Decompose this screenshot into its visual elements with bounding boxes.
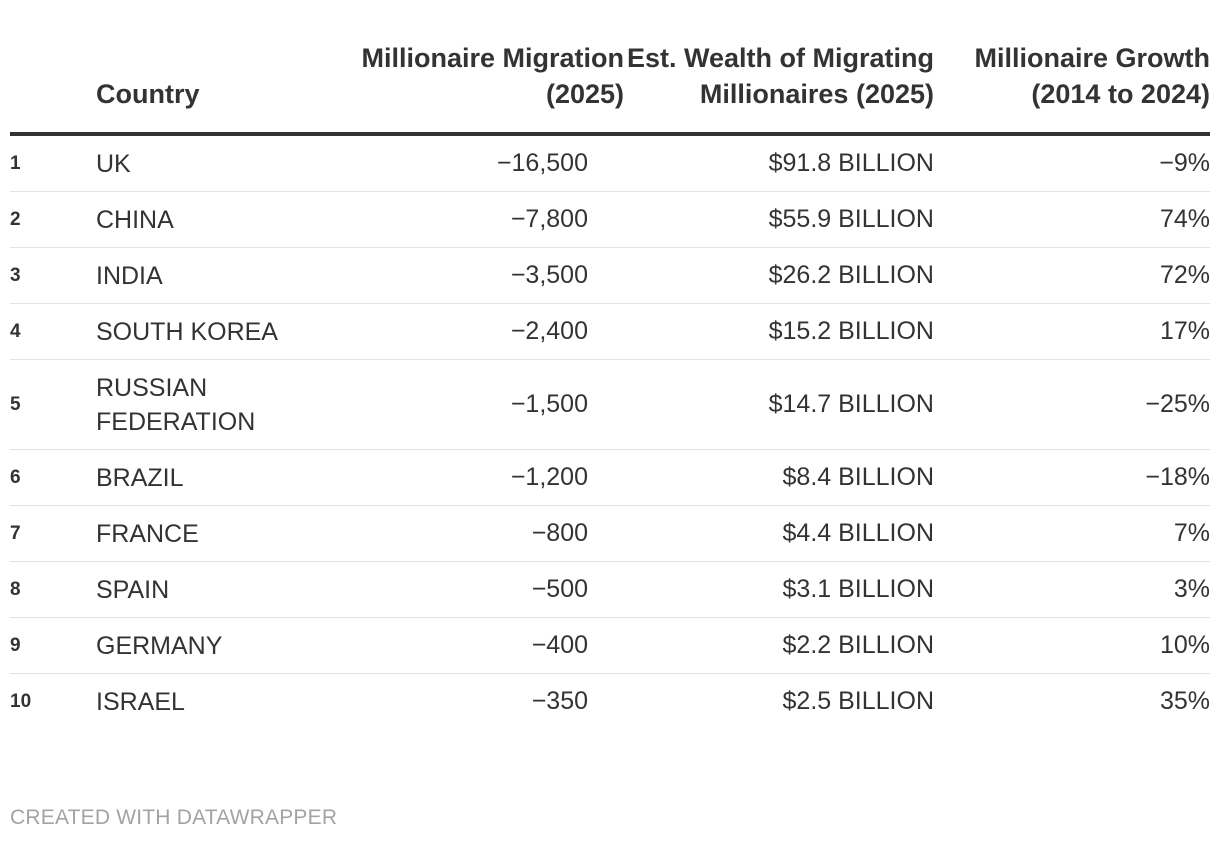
cell-migration: −1,200 [336, 449, 624, 506]
header-country[interactable]: Country [96, 40, 336, 136]
millionaire-migration-table: Country Millionaire Migration (2025) Est… [10, 40, 1210, 729]
cell-rank: 8 [10, 561, 96, 618]
data-table-container: Country Millionaire Migration (2025) Est… [10, 40, 1210, 729]
table-header-row: Country Millionaire Migration (2025) Est… [10, 40, 1210, 136]
cell-wealth: $15.2 BILLION [624, 303, 934, 360]
table-row: 1 UK −16,500 $91.8 BILLION −9% [10, 134, 1210, 192]
cell-country: INDIA [96, 247, 336, 304]
cell-growth: 10% [934, 617, 1210, 674]
cell-growth: 3% [934, 561, 1210, 618]
cell-migration: −7,800 [336, 191, 624, 248]
cell-wealth: $14.7 BILLION [624, 359, 934, 450]
cell-rank: 3 [10, 247, 96, 304]
datawrapper-credit: CREATED WITH DATAWRAPPER [10, 806, 338, 829]
cell-migration: −350 [531, 687, 588, 715]
header-migration[interactable]: Millionaire Migration (2025) [336, 40, 624, 136]
cell-migration: −400 [336, 617, 624, 674]
cell-country: FRANCE [96, 505, 336, 562]
cell-wealth: $8.4 BILLION [624, 449, 934, 506]
cell-rank: 10 [10, 690, 32, 712]
cell-migration: −16,500 [336, 134, 624, 192]
table-row: 2 CHINA −7,800 $55.9 BILLION 74% [10, 191, 1210, 248]
header-wealth[interactable]: Est. Wealth of Migrating Millionaires (2… [624, 40, 934, 136]
table-row: 8 SPAIN −500 $3.1 BILLION 3% [10, 561, 1210, 618]
cell-growth: 7% [934, 505, 1210, 562]
cell-rank: 1 [10, 134, 96, 192]
cell-migration: −800 [336, 505, 624, 562]
table-row: 7 FRANCE −800 $4.4 BILLION 7% [10, 505, 1210, 562]
cell-rank: 5 [10, 359, 96, 450]
cell-growth: −25% [934, 359, 1210, 450]
cell-rank: 9 [10, 617, 96, 674]
cell-migration: −3,500 [336, 247, 624, 304]
table-row: 9 GERMANY −400 $2.2 BILLION 10% [10, 617, 1210, 674]
cell-growth: 17% [934, 303, 1210, 360]
cell-rank: 6 [10, 449, 96, 506]
cell-country: RUSSIAN FEDERATION [96, 359, 336, 450]
cell-country: BRAZIL [96, 449, 336, 506]
cell-rank: 7 [10, 505, 96, 562]
table-row: 10 ISRAEL −350 $2.5 BILLION 35% [10, 674, 1210, 730]
cell-growth: −9% [934, 134, 1210, 192]
cell-country: CHINA [96, 191, 336, 248]
table-row: 4 SOUTH KOREA −2,400 $15.2 BILLION 17% [10, 303, 1210, 360]
cell-growth: 74% [934, 191, 1210, 248]
cell-country: SPAIN [96, 561, 336, 618]
cell-country: ISRAEL [96, 687, 185, 716]
table-row: 6 BRAZIL −1,200 $8.4 BILLION −18% [10, 449, 1210, 506]
cell-country: GERMANY [96, 617, 336, 674]
cell-wealth: $2.5 BILLION [782, 687, 934, 715]
cell-wealth: $91.8 BILLION [624, 134, 934, 192]
cell-country: SOUTH KOREA [96, 303, 336, 360]
header-growth[interactable]: Millionaire Growth (2014 to 2024) [934, 40, 1210, 136]
table-row: 3 INDIA −3,500 $26.2 BILLION 72% [10, 247, 1210, 304]
cell-country: UK [96, 134, 336, 192]
table-body: 1 UK −16,500 $91.8 BILLION −9% 2 CHINA −7,800 $5… [10, 134, 1210, 729]
cell-migration: −500 [336, 561, 624, 618]
cell-growth: 72% [934, 247, 1210, 304]
cell-wealth: $55.9 BILLION [624, 191, 934, 248]
cell-wealth: $3.1 BILLION [624, 561, 934, 618]
cell-rank: 2 [10, 191, 96, 248]
cell-rank: 4 [10, 303, 96, 360]
cell-wealth: $2.2 BILLION [624, 617, 934, 674]
cell-migration: −2,400 [336, 303, 624, 360]
cell-growth: −18% [934, 449, 1210, 506]
cell-wealth: $26.2 BILLION [624, 247, 934, 304]
cell-growth: 35% [1159, 687, 1210, 715]
cell-wealth: $4.4 BILLION [624, 505, 934, 562]
header-rank [10, 40, 96, 136]
table-row: 5 RUSSIAN FEDERATION −1,500 $14.7 BILLION −2… [10, 359, 1210, 450]
cell-migration: −1,500 [336, 359, 624, 450]
